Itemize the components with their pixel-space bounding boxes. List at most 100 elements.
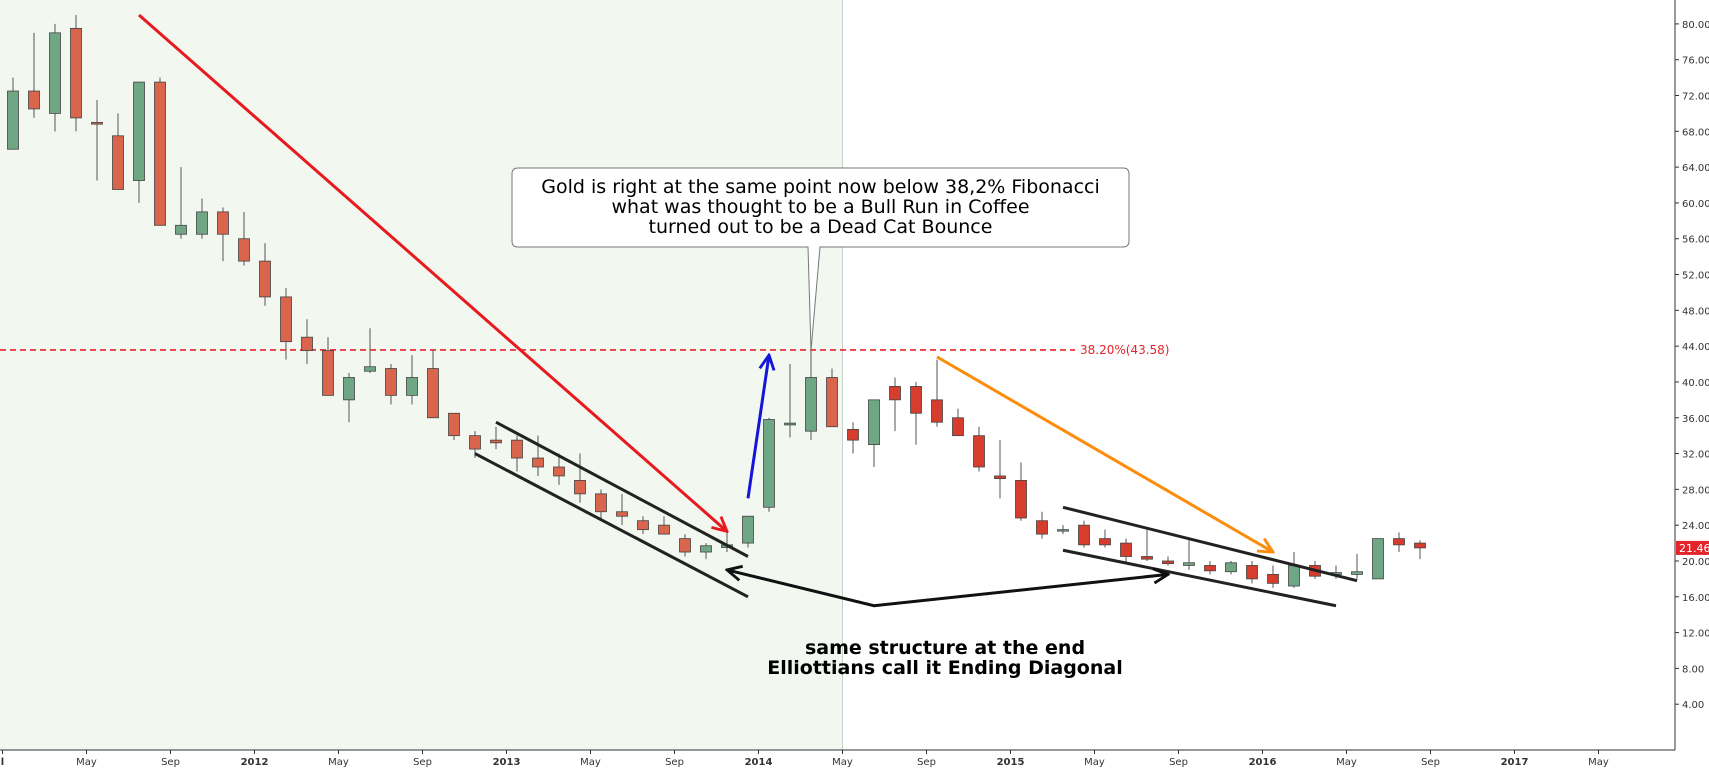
note-line: same structure at the end [805, 637, 1085, 659]
candle-body [910, 386, 922, 414]
candle-body [49, 32, 61, 114]
x-tick-label: May [76, 757, 97, 768]
candle-body [322, 350, 334, 396]
x-tick-label: 2016 [1249, 757, 1277, 768]
candle [1414, 540, 1426, 560]
candle-body [133, 81, 145, 181]
candle [595, 489, 607, 521]
x-tick-label: 2014 [745, 757, 773, 768]
price-tag-label: 21.46 [1679, 542, 1709, 555]
diagonal-2-upper [1062, 505, 1358, 583]
candle [1393, 532, 1405, 553]
candle-body [427, 368, 439, 419]
candle-body [1015, 480, 1027, 519]
candle-body [532, 457, 544, 468]
candle-body [70, 27, 82, 119]
x-tick-label: May [1588, 757, 1609, 768]
candle [343, 373, 355, 423]
candle [763, 417, 775, 512]
candle-body [217, 211, 229, 235]
candle-body [1246, 565, 1258, 580]
x-tick-label: Sep [1421, 757, 1440, 768]
candle-body [112, 135, 124, 190]
candle-body [973, 435, 985, 468]
candle [217, 207, 229, 262]
y-tick-label: 64.00 [1682, 163, 1709, 174]
candle-body [7, 90, 19, 150]
candle-body [1204, 565, 1216, 572]
orange-trend-arrow [936, 355, 1273, 552]
candle-body [1036, 520, 1048, 535]
x-tick-label: 2013 [493, 757, 521, 768]
candle [1246, 560, 1258, 584]
candle [847, 422, 859, 454]
x-tick-label: 2017 [1501, 757, 1529, 768]
candle-body [889, 386, 901, 401]
x-tick-label: May [328, 757, 349, 768]
candle [553, 453, 565, 485]
candle-body [595, 493, 607, 513]
candle [448, 412, 460, 441]
candle-body [1120, 542, 1132, 557]
candle [511, 435, 523, 472]
candle [1036, 511, 1048, 539]
candle-body [1393, 538, 1405, 546]
candle [238, 211, 250, 266]
candle [133, 81, 145, 203]
x-axis: l May Sep 2012 May Sep 2013 May Sep 2014 May Sep 201… [0, 749, 1675, 768]
candle [175, 167, 187, 239]
candle-body [301, 336, 313, 352]
y-tick-label: 32.00 [1682, 450, 1709, 461]
candle [280, 287, 292, 360]
candle-body [616, 511, 628, 517]
candle [1141, 529, 1153, 561]
x-tick-label: Sep [413, 757, 432, 768]
candle [1225, 560, 1237, 575]
candle-body [826, 377, 838, 428]
diagonal-1-lower [474, 452, 749, 599]
candle [889, 377, 901, 432]
y-tick-label: 20.00 [1682, 557, 1709, 568]
highlight-region [0, 0, 843, 750]
candle [616, 493, 628, 526]
candle-body [490, 439, 502, 444]
candle [805, 350, 817, 441]
candle-body [385, 368, 397, 396]
candle [301, 319, 313, 365]
candle-body [28, 90, 40, 110]
candle [28, 32, 40, 118]
candle-body [1183, 562, 1195, 566]
candle-body [406, 377, 418, 396]
x-tick-label: Sep [161, 757, 180, 768]
candle [385, 364, 397, 405]
candle-body [280, 296, 292, 343]
candle-body [238, 238, 250, 262]
candle [868, 399, 880, 467]
candle [406, 355, 418, 405]
candle-body [805, 377, 817, 432]
candle [1120, 538, 1132, 563]
y-tick-label: 36.00 [1682, 414, 1709, 425]
candle-body [1225, 562, 1237, 573]
candle [49, 23, 61, 132]
fibonacci-level: 38.20%(43.58) [0, 343, 1169, 357]
candle [952, 408, 964, 437]
candle-body [1414, 542, 1426, 549]
candle [826, 368, 838, 428]
y-tick-label: 76.00 [1682, 56, 1709, 67]
candle [1204, 560, 1216, 575]
x-tick-label: May [832, 757, 853, 768]
candle-body [259, 260, 271, 298]
candle-body [700, 545, 712, 553]
candle [112, 113, 124, 190]
candle [490, 426, 502, 450]
candle [742, 515, 754, 548]
candle [427, 350, 439, 419]
x-tick-label: Sep [917, 757, 936, 768]
y-tick-label: 56.00 [1682, 235, 1709, 246]
candle-body [469, 435, 481, 450]
candle-body [1057, 529, 1069, 532]
candle [1015, 462, 1027, 521]
trendline-layer [138, 13, 1358, 608]
candle [574, 453, 586, 503]
